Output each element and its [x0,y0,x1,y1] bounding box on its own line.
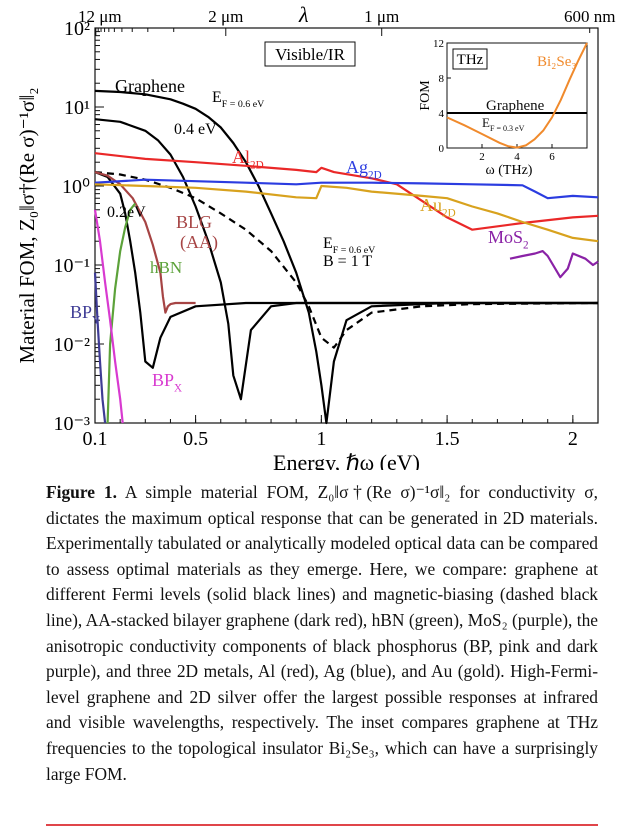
x-tick-label: 0.5 [183,428,208,450]
inset-y-tick-label: 12 [433,38,444,50]
label-au: Au2D [420,195,456,219]
x-tick-label: 1.5 [435,428,460,450]
y-tick-label: 10¹ [64,97,90,119]
y-tick-label: 10⁻¹ [53,255,90,277]
top-tick-label: 1 μm [364,7,399,26]
inset-label-graphene-ef: EF = 0.3 eV [482,115,525,133]
inset-x-tick-label: 4 [514,151,520,163]
inset-series-line-bi2se3 [446,42,588,149]
label-dashed-b: B = 1 T [323,253,372,270]
caption-label: Figure 1. [46,482,117,502]
label-graphene-ef: EF = 0.6 eV [212,89,265,110]
inset-x-axis-label: ω (THz) [486,163,533,178]
label-graphene-04: 0.4 eV [174,121,217,138]
y-tick-label: 10⁻³ [53,413,90,435]
label-hbn: hBN [150,258,182,277]
inset-y-tick-label: 8 [439,73,445,85]
main-plot-curve-labels: Graphene EF = 0.6 eV 0.4 eV 0.2eV EF = 0.6 e… [70,76,529,394]
label-mos2: MoS2 [488,227,529,251]
top-tick-label: 12 μm [78,7,122,26]
inset-y-tick-label: 0 [439,143,445,155]
series-line-bp-x [93,209,124,424]
series-line-hbn [106,202,137,424]
x-tick-label: 1 [316,428,326,450]
label-blg: BLG [176,212,212,232]
inset-title: THz [457,52,484,68]
y-tick-label: 10² [64,18,90,40]
bottom-rule [46,824,598,826]
top-tick-label: 600 nm [564,7,615,26]
inset-label-graphene: Graphene [486,98,545,114]
y-tick-label: 10⁻² [53,334,90,356]
x-tick-label: 0.1 [83,428,108,450]
main-plot-area: 0.1 0.5 1 1.5 2 10² 10¹ 10⁰ 10⁻¹ 10⁻² 10⁻³ 12 μm 2 μ… [15,2,615,470]
series-line-al-2d [94,152,599,231]
series-line-graphene [94,89,598,425]
band-label: Visible/IR [275,45,345,64]
x-axis-label: Energy, ℏω (eV) [273,450,420,470]
inset-y-tick-label: 4 [439,108,445,120]
material-fom-figure: 0.1 0.5 1 1.5 2 10² 10¹ 10⁰ 10⁻¹ 10⁻² 10⁻³ 12 μm 2 μ… [15,2,615,470]
band-label-box [264,41,356,67]
inset-x-tick-label: 6 [549,151,555,163]
label-blg-aa: (AA) [180,232,218,253]
series-line-bp-y [93,272,107,424]
label-graphene-02: 0.2eV [107,204,146,221]
label-ag: Ag2D [346,157,382,181]
series-line-graphene-0-4-ev [94,118,598,401]
label-dashed-ef: EF = 0.6 eV [323,235,376,256]
series-line-ag-2d [94,178,599,200]
inset-label-bi2se3: Bi₂Se₃ [537,54,577,70]
series-line-graphene-0-2-ev [94,171,598,369]
label-al: Al2D [232,147,264,171]
y-axis-label: Material FOM, Z₀‖σ†(Re σ)⁻¹σ‖₂ [15,87,39,363]
inset-title-box [452,48,488,70]
x-tick-label: 2 [568,428,578,450]
label-graphene: Graphene [115,76,185,96]
figure-caption: Figure 1. A simple material FOM, Z₀‖σ†(R… [46,480,598,787]
top-axis-label: λ [298,2,309,27]
series-line-au-2d [94,183,599,243]
series-line-blg-aa- [94,171,196,314]
caption-text: A simple material FOM, Z₀‖σ†(Re σ)⁻¹σ‖₂ … [46,482,598,784]
series-line-mos-2 [509,250,599,279]
top-tick-label: 2 μm [208,7,243,26]
label-bpy: BPY [70,302,100,326]
label-bpx: BPX [152,370,182,394]
inset-y-axis-label: FOM [418,80,433,111]
main-plot-curves [93,89,599,425]
inset-x-tick-label: 2 [479,151,485,163]
y-tick-label: 10⁰ [62,176,90,198]
